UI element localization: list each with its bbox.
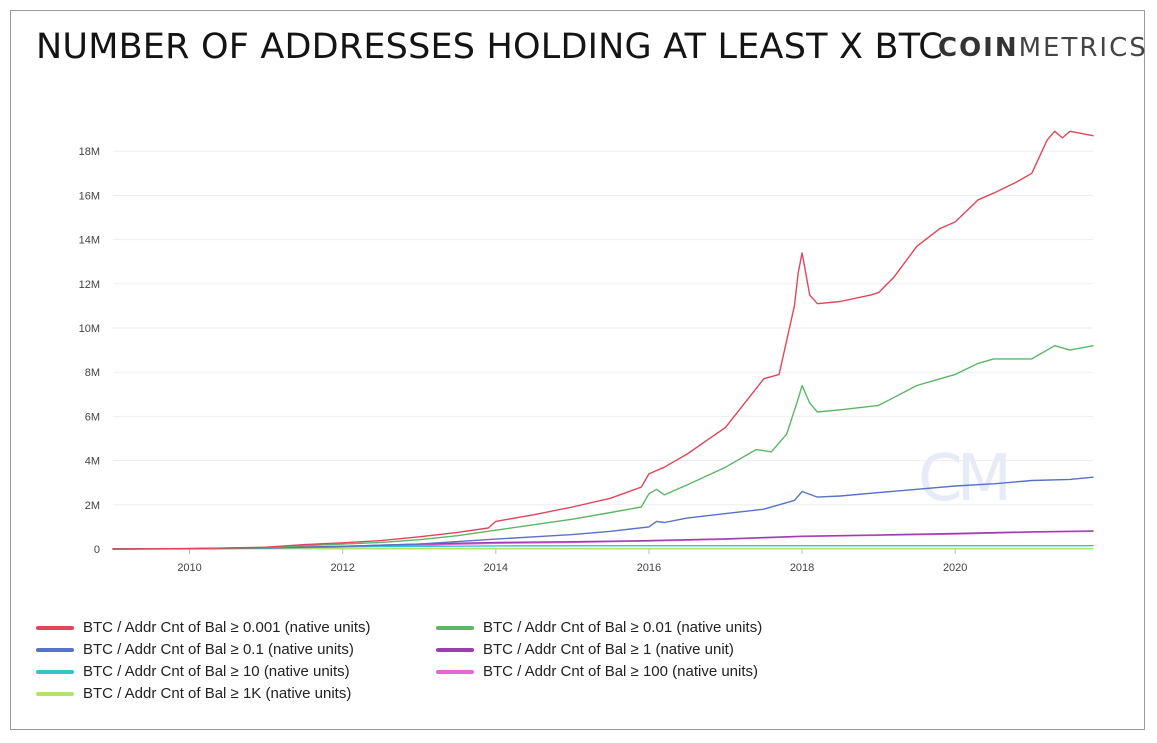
y-tick-label: 6M (85, 411, 100, 423)
cm-watermark: CM (918, 442, 1006, 516)
x-tick-label: 2018 (790, 562, 814, 574)
legend-swatch (436, 625, 474, 630)
x-tick-label: 2012 (330, 562, 354, 574)
legend-label: BTC / Addr Cnt of Bal ≥ 0.1 (native unit… (83, 641, 354, 658)
x-tick-label: 2016 (637, 562, 661, 574)
legend-swatch (436, 647, 474, 652)
legend-swatch (36, 691, 74, 696)
legend-item[interactable]: BTC / Addr Cnt of Bal ≥ 10 (native units… (36, 663, 350, 680)
legend-label: BTC / Addr Cnt of Bal ≥ 1K (native units… (83, 685, 352, 702)
legend-item[interactable]: BTC / Addr Cnt of Bal ≥ 0.01 (native uni… (436, 619, 762, 636)
logo-bold-text: COIN (938, 33, 1019, 63)
chart-frame (10, 10, 1145, 730)
y-tick-label: 10M (79, 323, 100, 335)
y-tick-label: 12M (79, 279, 100, 291)
legend-label: BTC / Addr Cnt of Bal ≥ 1 (native unit) (483, 641, 734, 658)
legend-label: BTC / Addr Cnt of Bal ≥ 0.001 (native un… (83, 619, 371, 636)
legend-swatch (36, 669, 74, 674)
legend-label: BTC / Addr Cnt of Bal ≥ 100 (native unit… (483, 663, 759, 680)
x-tick-label: 2010 (177, 562, 201, 574)
x-axis: 2010 2012 2014 2016 2018 2020 (177, 549, 967, 574)
y-tick-label: 0 (94, 544, 100, 556)
coinmetrics-logo: COINMETRICS (938, 33, 1148, 63)
series-line (112, 130, 1094, 550)
y-tick-label: 2M (85, 500, 100, 512)
series-line (112, 476, 1094, 550)
legend-swatch (36, 625, 74, 630)
x-tick-label: 2020 (943, 562, 967, 574)
logo-light-text: METRICS (1018, 33, 1148, 63)
legend-label: BTC / Addr Cnt of Bal ≥ 10 (native units… (83, 663, 350, 680)
legend-item[interactable]: BTC / Addr Cnt of Bal ≥ 0.1 (native unit… (36, 641, 354, 658)
y-tick-label: 16M (79, 190, 100, 202)
chart-title: NUMBER OF ADDRESSES HOLDING AT LEAST X B… (36, 27, 943, 67)
series-layer (112, 130, 1094, 550)
legend-item[interactable]: BTC / Addr Cnt of Bal ≥ 1K (native units… (36, 685, 351, 702)
legend-swatch (36, 647, 74, 652)
y-tick-label: 14M (79, 235, 100, 247)
y-tick-label: 4M (85, 456, 100, 468)
y-tick-label: 8M (85, 367, 100, 379)
legend-label: BTC / Addr Cnt of Bal ≥ 0.01 (native uni… (483, 619, 763, 636)
legend-item[interactable]: BTC / Addr Cnt of Bal ≥ 0.001 (native un… (36, 619, 371, 636)
legend-item[interactable]: BTC / Addr Cnt of Bal ≥ 1 (native unit) (436, 641, 734, 658)
y-tick-label: 18M (79, 146, 100, 158)
legend-item[interactable]: BTC / Addr Cnt of Bal ≥ 100 (native unit… (436, 663, 758, 680)
y-axis: 0 2M 4M 6M 8M 10M 12M 14M 16M 18M (79, 146, 100, 556)
series-line (112, 345, 1094, 550)
legend-swatch (436, 669, 474, 674)
x-tick-label: 2014 (484, 562, 508, 574)
